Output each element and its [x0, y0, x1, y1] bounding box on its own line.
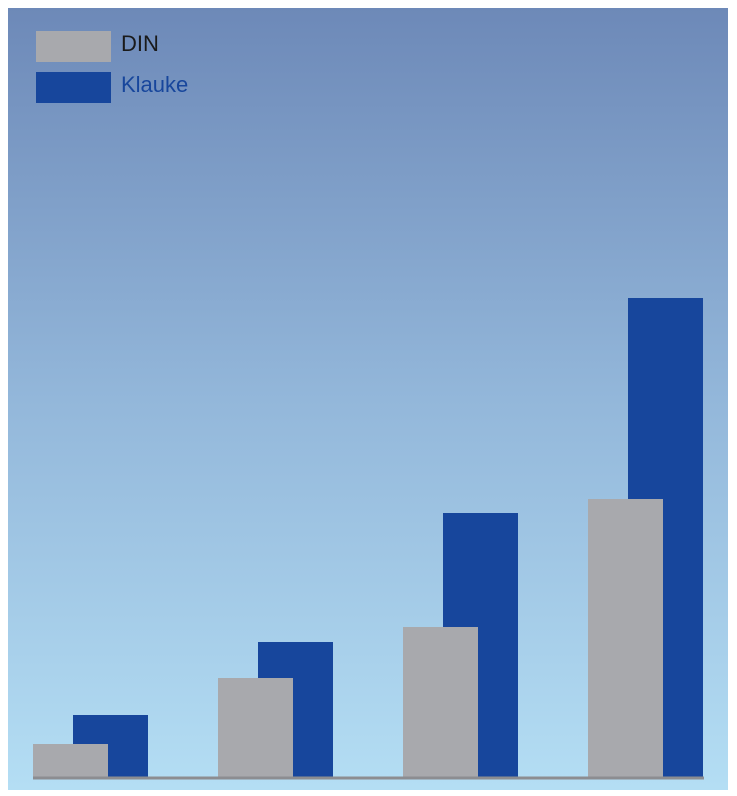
- legend-label: DIN: [121, 31, 159, 56]
- bar: [403, 627, 478, 778]
- bar: [218, 678, 293, 778]
- legend-swatch: [36, 72, 111, 103]
- bar: [588, 499, 663, 778]
- legend-swatch: [36, 31, 111, 62]
- bar: [33, 744, 108, 778]
- legend-label: Klauke: [121, 72, 188, 97]
